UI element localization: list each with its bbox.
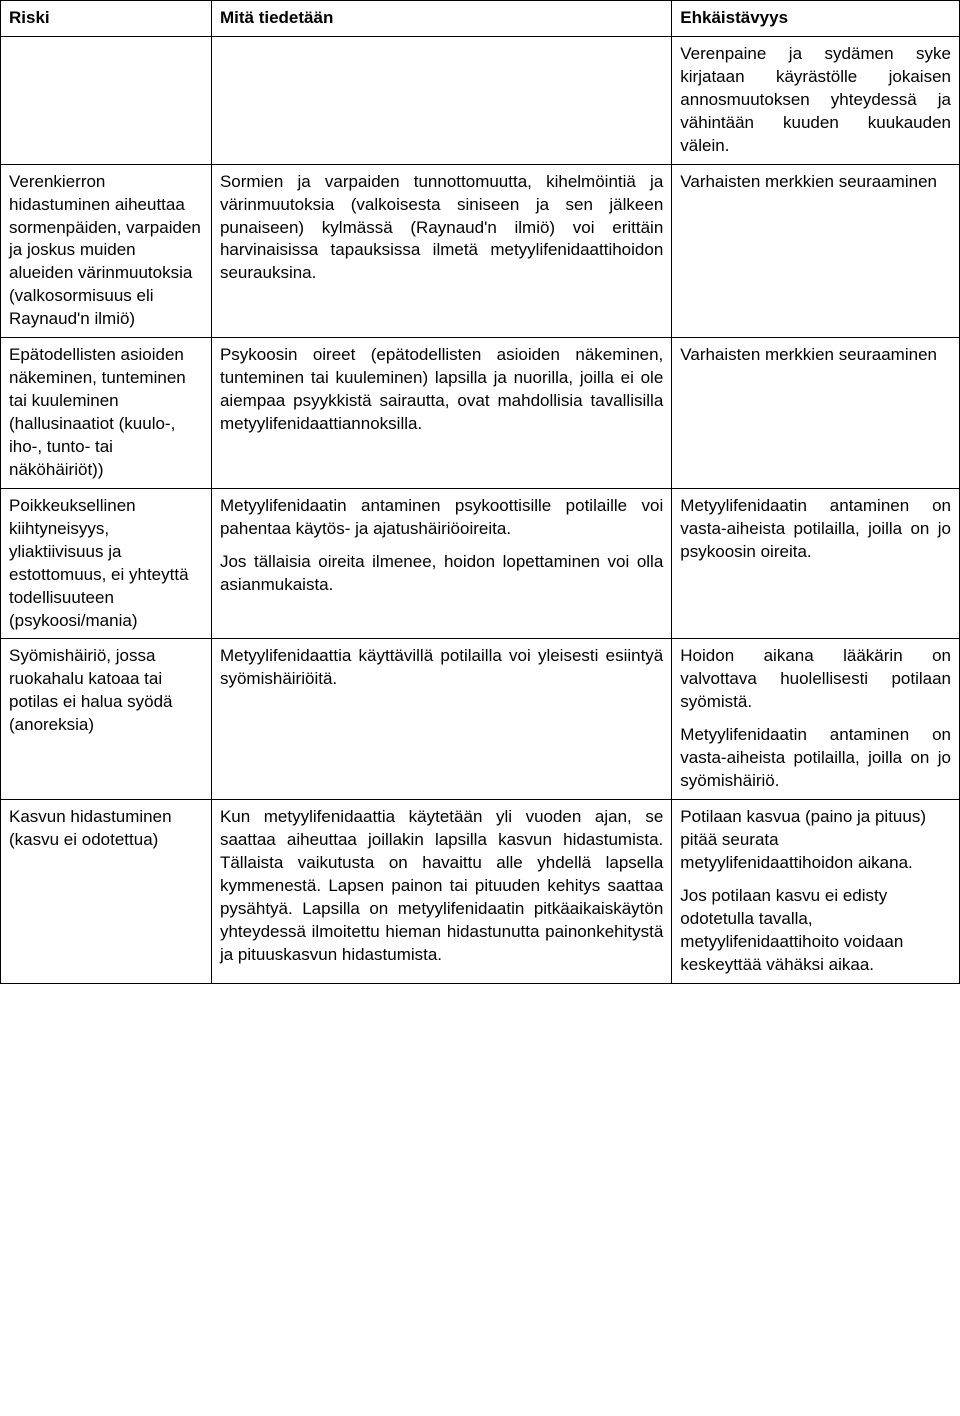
cell-riski bbox=[1, 36, 212, 164]
cell-mita bbox=[211, 36, 671, 164]
table-row: Epätodellisten asioiden näkeminen, tunte… bbox=[1, 338, 960, 489]
cell-riski: Verenkierron hidastuminen aiheuttaa sorm… bbox=[1, 164, 212, 338]
cell-mita-p1: Metyylifenidaatin antaminen psykoottisil… bbox=[220, 495, 663, 541]
cell-mita: Psykoosin oireet (epätodellisten asioide… bbox=[211, 338, 671, 489]
cell-riski: Kasvun hidastuminen (kasvu ei odotettua) bbox=[1, 800, 212, 984]
cell-mita: Metyylifenidaatin antaminen psykoottisil… bbox=[211, 488, 671, 639]
cell-ehk-p2: Jos potilaan kasvu ei edisty odotetulla … bbox=[680, 885, 951, 977]
cell-ehk-p1: Potilaan kasvua (paino ja pituus) pitää … bbox=[680, 806, 951, 875]
table-header-row: Riski Mitä tiedetään Ehkäistävyys bbox=[1, 1, 960, 37]
cell-ehk: Varhaisten merkkien seuraaminen bbox=[672, 338, 960, 489]
cell-mita: Metyylifenidaattia käyttävillä potilaill… bbox=[211, 639, 671, 800]
cell-ehk: Metyylifenidaatin antaminen on vasta-aih… bbox=[672, 488, 960, 639]
cell-riski: Poikkeuksellinen kiihtyneisyys, yliaktii… bbox=[1, 488, 212, 639]
cell-mita-p2: Jos tällaisia oireita ilmenee, hoidon lo… bbox=[220, 551, 663, 597]
header-riski: Riski bbox=[1, 1, 212, 37]
cell-mita: Sormien ja varpaiden tunnottomuutta, kih… bbox=[211, 164, 671, 338]
cell-ehk-p1: Hoidon aikana lääkärin on valvottava huo… bbox=[680, 645, 951, 714]
table-row: Verenpaine ja sydämen syke kirjataan käy… bbox=[1, 36, 960, 164]
header-mita: Mitä tiedetään bbox=[211, 1, 671, 37]
cell-ehk-p2: Metyylifenidaatin antaminen on vasta-aih… bbox=[680, 724, 951, 793]
cell-ehk: Hoidon aikana lääkärin on valvottava huo… bbox=[672, 639, 960, 800]
cell-ehk: Varhaisten merkkien seuraaminen bbox=[672, 164, 960, 338]
table-row: Syömishäiriö, jossa ruokahalu katoaa tai… bbox=[1, 639, 960, 800]
cell-riski: Epätodellisten asioiden näkeminen, tunte… bbox=[1, 338, 212, 489]
cell-riski: Syömishäiriö, jossa ruokahalu katoaa tai… bbox=[1, 639, 212, 800]
cell-ehk: Potilaan kasvua (paino ja pituus) pitää … bbox=[672, 800, 960, 984]
cell-mita: Kun metyylifenidaattia käytetään yli vuo… bbox=[211, 800, 671, 984]
table-row: Kasvun hidastuminen (kasvu ei odotettua)… bbox=[1, 800, 960, 984]
table-row: Verenkierron hidastuminen aiheuttaa sorm… bbox=[1, 164, 960, 338]
cell-ehk: Verenpaine ja sydämen syke kirjataan käy… bbox=[672, 36, 960, 164]
header-ehk: Ehkäistävyys bbox=[672, 1, 960, 37]
table-row: Poikkeuksellinen kiihtyneisyys, yliaktii… bbox=[1, 488, 960, 639]
risk-table: Riski Mitä tiedetään Ehkäistävyys Verenp… bbox=[0, 0, 960, 984]
